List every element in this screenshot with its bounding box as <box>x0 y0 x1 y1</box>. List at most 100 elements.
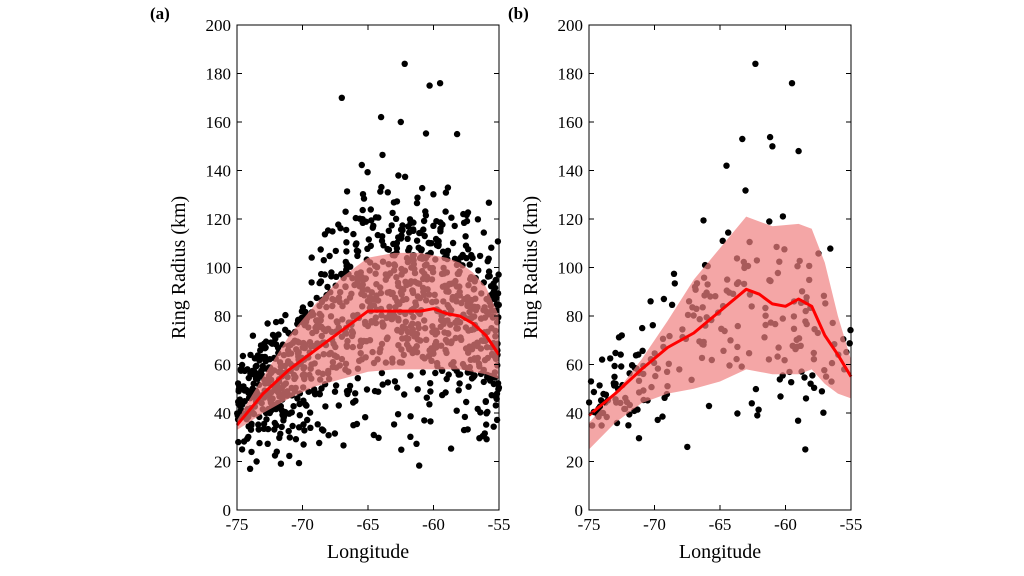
scatter-point <box>378 369 386 377</box>
scatter-point <box>368 217 375 224</box>
scatter-point <box>282 311 289 319</box>
scatter-point <box>820 409 827 416</box>
scatter-point <box>769 143 776 150</box>
scatter-point <box>324 227 332 234</box>
scatter-point <box>260 425 268 432</box>
scatter-point <box>294 317 302 324</box>
scatter-point <box>490 380 497 388</box>
scatter-point <box>788 379 795 386</box>
scatter-point <box>607 355 614 362</box>
y-tick-label: 120 <box>558 210 584 229</box>
scatter-point <box>377 188 384 195</box>
scatter-point <box>304 416 311 424</box>
scatter-point <box>300 441 307 448</box>
x-tick-label: -55 <box>488 515 511 534</box>
scatter-point <box>307 424 314 431</box>
scatter-point <box>385 227 392 234</box>
scatter-point <box>243 386 250 394</box>
scatter-point <box>413 237 421 244</box>
scatter-point <box>247 370 254 377</box>
scatter-point <box>419 369 426 376</box>
scatter-point <box>390 421 398 428</box>
scatter-point <box>389 209 396 217</box>
x-axis-label: Longitude <box>327 541 409 563</box>
scatter-point <box>647 298 654 305</box>
scatter-point <box>649 322 656 329</box>
scatter-point <box>432 369 439 377</box>
scatter-point <box>340 442 347 449</box>
scatter-point <box>485 199 493 206</box>
y-tick-label: 40 <box>566 404 583 423</box>
scatter-point <box>615 334 623 341</box>
y-tick-label: 20 <box>214 453 231 472</box>
scatter-point <box>342 208 349 215</box>
scatter-point <box>345 387 353 394</box>
scatter-point <box>466 261 473 268</box>
scatter-point <box>611 373 618 380</box>
scatter-point <box>353 420 361 428</box>
scatter-point <box>278 423 285 431</box>
scatter-point <box>449 239 457 247</box>
scatter-point <box>315 390 322 397</box>
scatter-point <box>426 401 433 408</box>
scatter-point <box>404 235 411 242</box>
scatter-point <box>352 390 359 397</box>
x-tick-label: -55 <box>840 515 863 534</box>
scatter-point <box>459 251 466 259</box>
x-tick-label: -75 <box>578 515 601 534</box>
mean-line <box>235 307 501 427</box>
scatter-point <box>365 236 372 243</box>
scatter-point <box>367 206 374 213</box>
x-axis: -75 -70 -65 -60 -55 <box>578 25 863 534</box>
scatter-point <box>453 407 460 414</box>
scatter-point <box>241 367 248 375</box>
scatter-point <box>331 388 339 395</box>
confidence-band <box>589 216 851 450</box>
scatter-point <box>399 222 406 229</box>
y-axis: 0 20 40 60 80 100 120 140 160 180 200 <box>206 16 499 520</box>
scatter-point <box>444 184 452 191</box>
scatter-point <box>483 436 490 443</box>
panel-label: (a) <box>150 4 170 23</box>
scatter-point <box>719 237 726 244</box>
scatter-point <box>280 417 287 424</box>
scatter-point <box>447 445 455 452</box>
scatter-point <box>480 229 487 236</box>
scatter-point <box>632 352 640 359</box>
y-tick-label: 0 <box>575 501 584 520</box>
scatter-point <box>625 422 632 429</box>
scatter-point <box>635 435 643 442</box>
scatter-point <box>766 218 773 225</box>
scatter-point <box>385 246 393 253</box>
scatter-point <box>448 214 455 221</box>
scatter-point <box>490 423 497 430</box>
scatter-point <box>353 240 360 247</box>
scatter-point <box>343 239 350 246</box>
scatter-point <box>628 362 636 369</box>
scatter-point <box>435 242 442 250</box>
scatter-point <box>453 130 461 138</box>
scatter-point <box>612 349 619 357</box>
scatter-point <box>264 320 271 327</box>
scatter-point <box>272 333 279 340</box>
scatter-point <box>442 208 449 215</box>
scatter-point <box>384 189 391 196</box>
scatter-point <box>488 244 495 251</box>
scatter-point <box>255 426 262 433</box>
scatter-point <box>354 375 361 382</box>
scatter-point <box>244 435 251 442</box>
scatter-point <box>705 402 713 410</box>
x-tick-label: -60 <box>774 515 797 534</box>
panel-label: (b) <box>508 4 529 23</box>
scatter-point <box>359 191 367 198</box>
scatter-point <box>442 389 449 396</box>
scatter-point <box>335 221 342 228</box>
scatter-point <box>766 133 774 141</box>
scatter-point <box>801 374 808 381</box>
scatter-point <box>425 239 432 246</box>
scatter-point <box>427 418 434 425</box>
scatter-point <box>397 118 404 126</box>
y-axis-label: Ring Radius (km) <box>520 196 542 339</box>
scatter-point <box>370 222 377 229</box>
scatter-point <box>654 416 661 424</box>
